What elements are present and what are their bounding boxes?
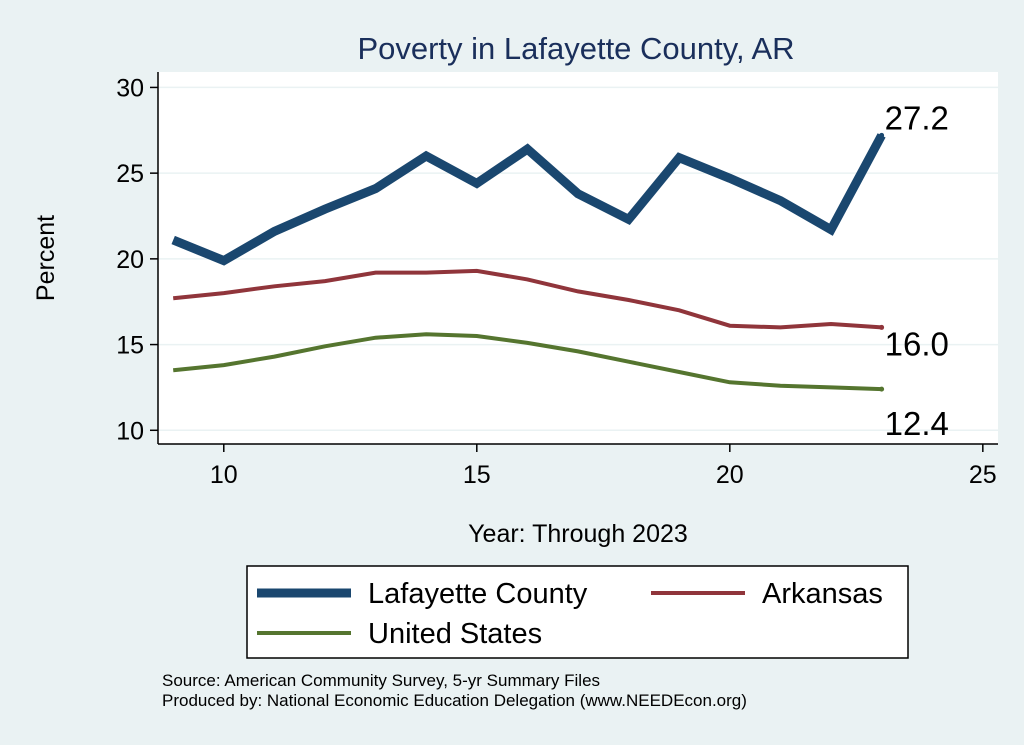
legend-label: United States	[368, 618, 542, 650]
producer-note: Produced by: National Economic Education…	[162, 691, 747, 710]
plot-area	[158, 72, 998, 444]
y-tick-label: 25	[116, 160, 144, 188]
series-end-point	[879, 132, 885, 138]
series-end-label: 12.4	[885, 405, 949, 442]
x-tick-label: 20	[716, 461, 744, 489]
x-axis-title: Year: Through 2023	[468, 520, 688, 548]
series-lines	[171, 132, 886, 392]
series-end-point	[879, 386, 885, 392]
y-tick-label: 15	[116, 332, 144, 360]
y-axis-title: Percent	[32, 215, 60, 301]
y-tick-label: 10	[116, 417, 144, 445]
legend-label: Lafayette County	[368, 578, 588, 610]
series-end-point	[879, 324, 885, 330]
y-tick-label: 20	[116, 246, 144, 274]
y-tick-label: 30	[116, 74, 144, 102]
legend-label: Arkansas	[762, 578, 883, 610]
x-tick-label: 25	[969, 461, 997, 489]
chart-title: Poverty in Lafayette County, AR	[357, 31, 794, 66]
legend-entries: Lafayette County Arkansas United States	[257, 578, 883, 650]
series-line	[172, 332, 882, 392]
axes: 10 15 20 25 30 10 15 20 25	[116, 72, 998, 489]
source-note: Source: American Community Survey, 5-yr …	[162, 671, 600, 690]
legend	[246, 565, 909, 659]
gridlines	[158, 86, 998, 432]
series-line	[172, 268, 882, 330]
series-end-label: 27.2	[885, 99, 949, 136]
x-tick-label: 10	[210, 461, 238, 489]
x-tick-label: 15	[463, 461, 491, 489]
end-labels: 27.2 16.0 12.4	[885, 99, 949, 442]
series-end-label: 16.0	[885, 325, 949, 362]
series-line	[171, 133, 886, 266]
